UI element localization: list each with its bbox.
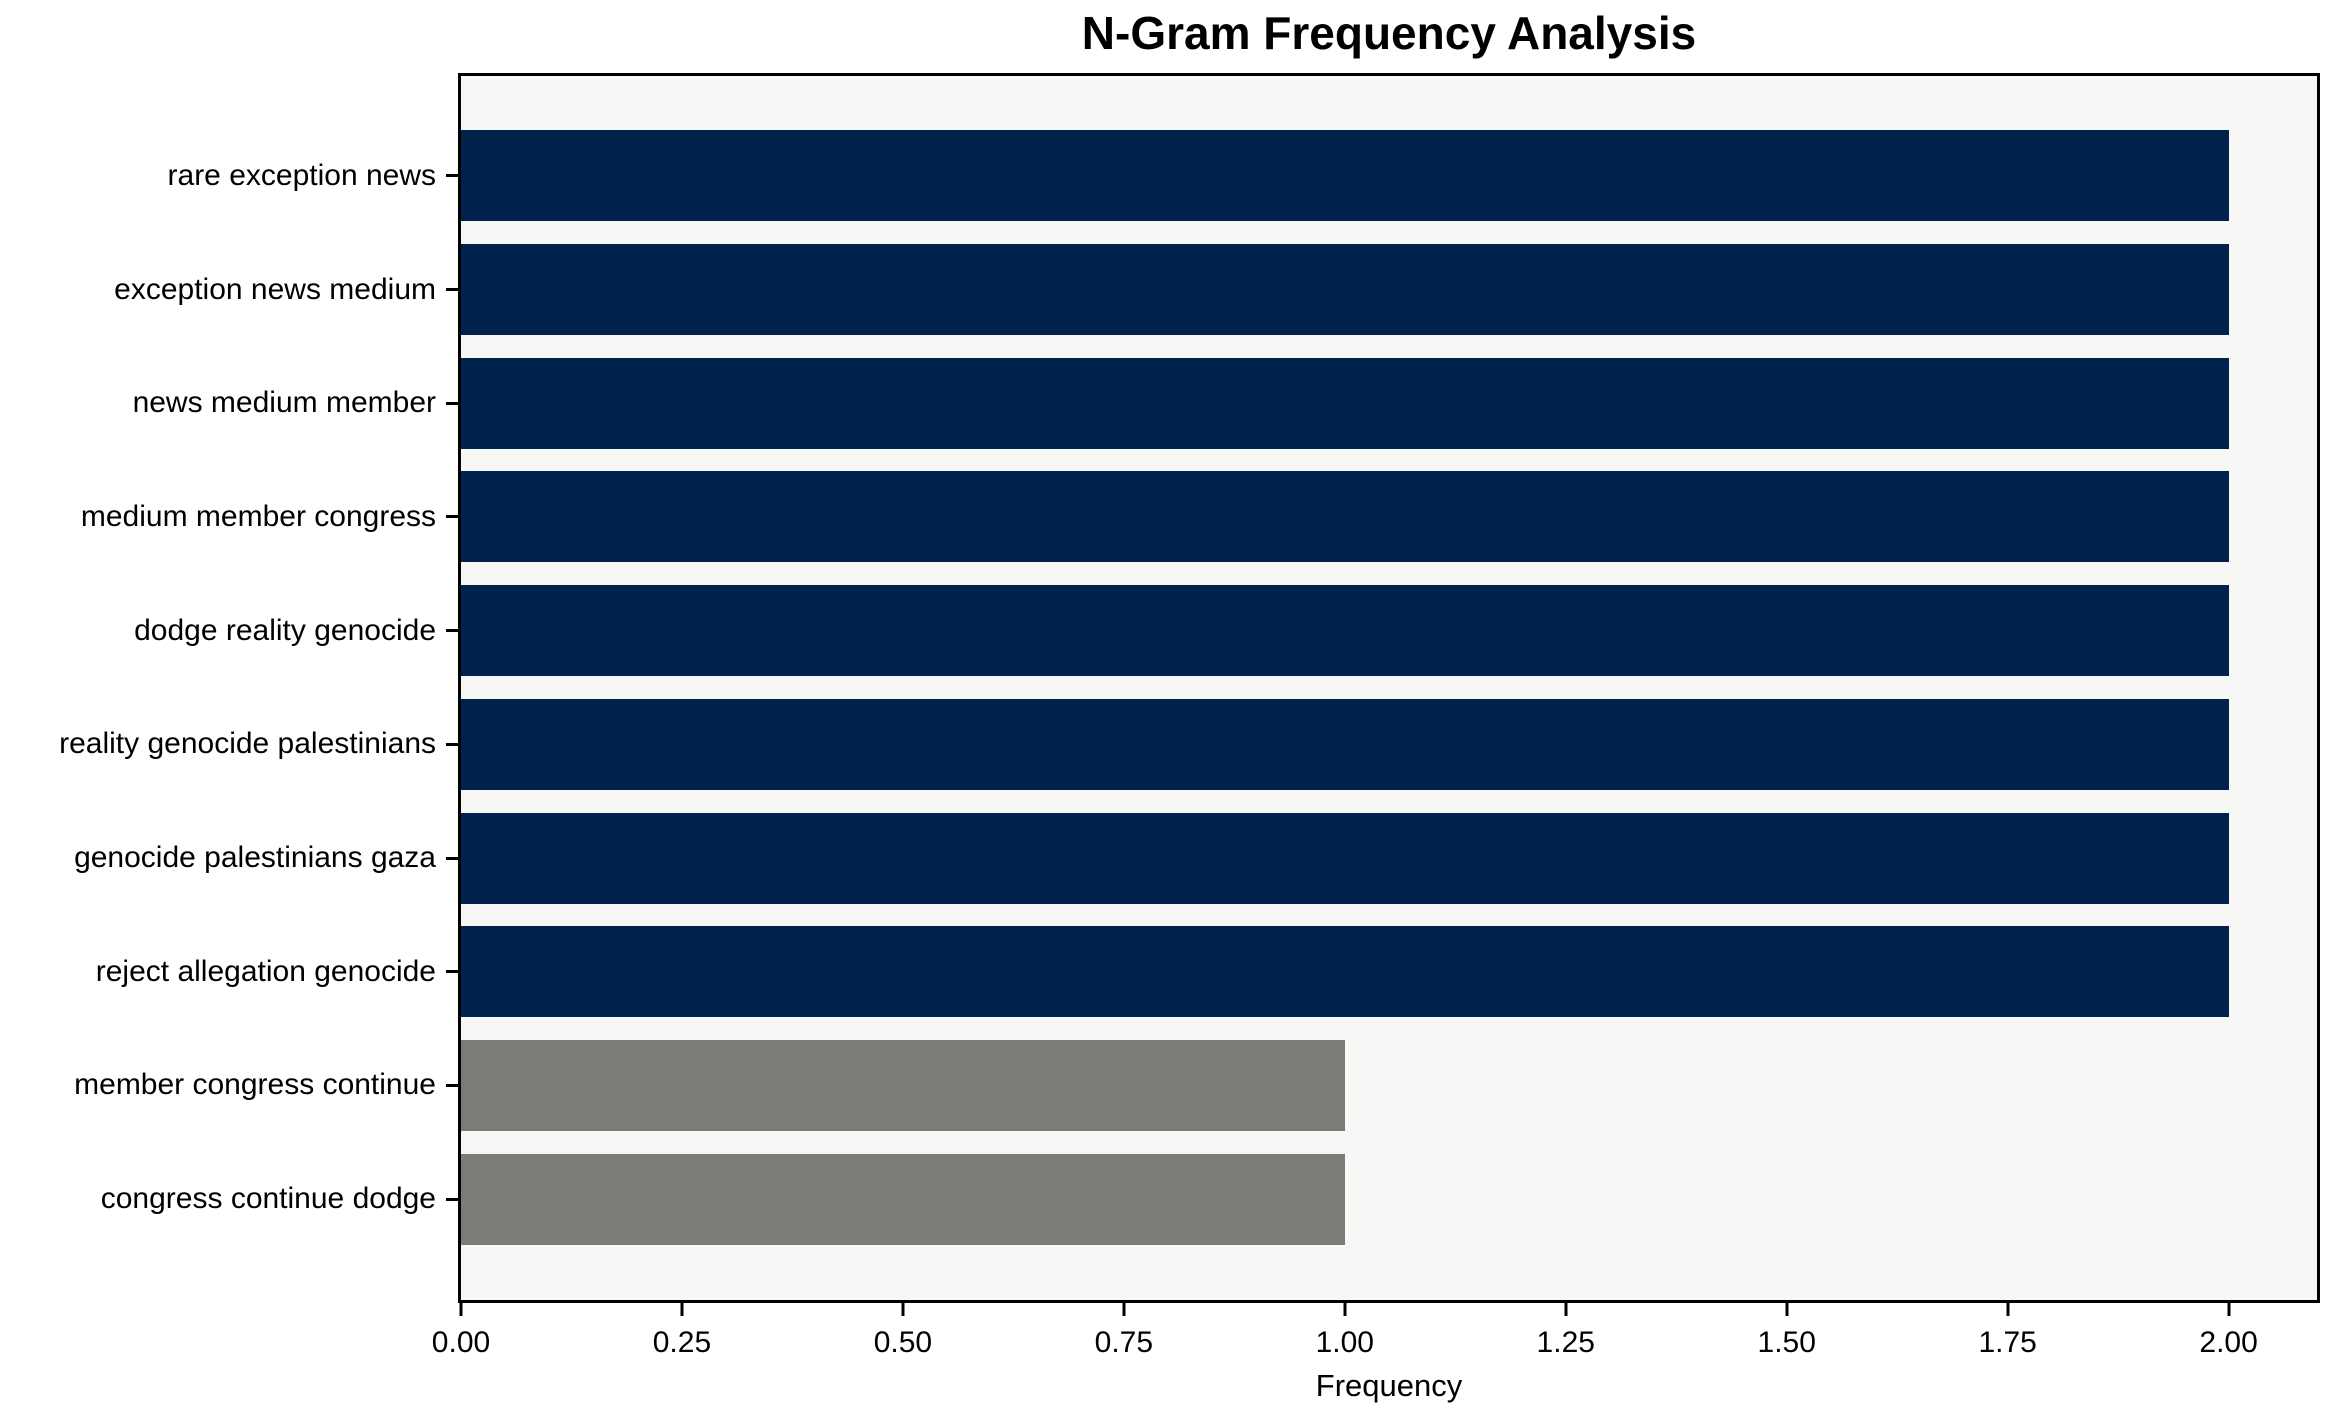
- x-tick-label: 1.50: [1757, 1326, 1816, 1359]
- y-tick-mark: [446, 742, 458, 746]
- y-tick-row: [446, 1029, 458, 1143]
- x-tick-mark: [1785, 1303, 1789, 1316]
- y-tick-row: [446, 915, 458, 1029]
- y-label-row: reject allegation genocide: [0, 915, 436, 1029]
- bar-congress-continue-dodge: [461, 1153, 1345, 1245]
- y-tick-label: reality genocide palestinians: [59, 727, 436, 761]
- bar-member-congress-continue: [461, 1040, 1345, 1131]
- bar-medium-member-congress: [461, 471, 2229, 563]
- y-tick-label: reject allegation genocide: [95, 954, 436, 988]
- y-tick-row: [446, 346, 458, 460]
- y-label-row: genocide palestinians gaza: [0, 801, 436, 915]
- bar-row: [461, 915, 2317, 1029]
- y-tick-mark: [446, 1197, 458, 1201]
- y-tick-mark: [446, 174, 458, 178]
- y-tick-label: rare exception news: [167, 158, 436, 192]
- x-tick-label: 1.75: [1978, 1326, 2037, 1359]
- y-tick-label: congress continue dodge: [100, 1182, 436, 1216]
- y-tick-mark: [446, 629, 458, 633]
- y-tick-mark: [446, 515, 458, 519]
- y-tick-mark: [446, 856, 458, 860]
- bar-news-medium-member: [461, 357, 2229, 449]
- y-tick-mark: [446, 970, 458, 974]
- x-axis-ticks: [459, 1303, 2317, 1317]
- x-axis-tick-labels: 0.00 0.25 0.50 0.75 1.00 1.25 1.50 1.75 2.00: [432, 1326, 2317, 1362]
- x-tick-mark: [901, 1303, 905, 1316]
- bar-reject-allegation-genocide: [461, 926, 2229, 1018]
- y-label-row: medium member congress: [0, 460, 436, 574]
- x-tick-mark: [680, 1303, 684, 1316]
- y-tick-label: genocide palestinians gaza: [74, 841, 436, 875]
- y-tick-row: [446, 801, 458, 915]
- x-axis-label: Frequency: [1315, 1368, 1463, 1403]
- bar-row: [461, 688, 2317, 802]
- bar-rare-exception-news: [461, 130, 2229, 222]
- y-axis-labels: rare exception news exception news medium…: [0, 76, 436, 1300]
- y-tick-mark: [446, 288, 458, 292]
- y-tick-mark: [446, 1083, 458, 1087]
- bar-reality-genocide-palestinians: [461, 698, 2229, 790]
- y-tick-label: member congress continue: [74, 1068, 436, 1102]
- y-tick-label: dodge reality genocide: [134, 613, 436, 647]
- y-label-row: news medium member: [0, 346, 436, 460]
- x-tick-label: 0.50: [873, 1326, 933, 1359]
- x-tick-label: 0.25: [652, 1326, 712, 1359]
- y-tick-row: [446, 233, 458, 347]
- bar-row: [461, 1142, 2317, 1256]
- y-tick-mark: [446, 401, 458, 405]
- bar-row: [461, 1029, 2317, 1143]
- bar-exception-news-medium: [461, 244, 2229, 336]
- x-tick-label: 0.00: [431, 1326, 491, 1359]
- bar-series: [461, 76, 2317, 1300]
- bar-row: [461, 460, 2317, 574]
- x-tick-mark: [1564, 1303, 1568, 1316]
- y-tick-row: [446, 1142, 458, 1256]
- x-tick-label: 1.00: [1315, 1326, 1374, 1359]
- bar-row: [461, 574, 2317, 688]
- bar-row: [461, 801, 2317, 915]
- x-tick-mark: [459, 1303, 463, 1316]
- y-tick-row: [446, 119, 458, 233]
- bar-genocide-palestinians-gaza: [461, 812, 2229, 904]
- chart-title: N-Gram Frequency Analysis: [1081, 7, 1697, 59]
- y-tick-row: [446, 688, 458, 802]
- y-tick-label: medium member congress: [80, 499, 436, 533]
- y-label-row: dodge reality genocide: [0, 574, 436, 688]
- bar-row: [461, 346, 2317, 460]
- bar-row: [461, 233, 2317, 347]
- bar-dodge-reality-genocide: [461, 585, 2229, 677]
- y-label-row: member congress continue: [0, 1029, 436, 1143]
- x-tick-mark: [1122, 1303, 1126, 1316]
- plot-area: [458, 73, 2320, 1303]
- x-tick-label: 2.00: [2199, 1326, 2258, 1359]
- x-tick-mark: [1343, 1303, 1347, 1316]
- x-tick-mark: [2227, 1303, 2231, 1316]
- y-label-row: reality genocide palestinians: [0, 688, 436, 802]
- y-label-row: exception news medium: [0, 233, 436, 347]
- x-tick-mark: [2006, 1303, 2010, 1316]
- y-axis-ticks: [446, 76, 458, 1300]
- y-label-row: rare exception news: [0, 119, 436, 233]
- y-tick-row: [446, 574, 458, 688]
- y-tick-label: news medium member: [132, 386, 436, 420]
- y-tick-row: [446, 460, 458, 574]
- bar-row: [461, 119, 2317, 233]
- y-tick-label: exception news medium: [114, 272, 436, 306]
- y-label-row: congress continue dodge: [0, 1142, 436, 1256]
- x-tick-label: 0.75: [1094, 1326, 1154, 1359]
- x-tick-label: 1.25: [1536, 1326, 1595, 1359]
